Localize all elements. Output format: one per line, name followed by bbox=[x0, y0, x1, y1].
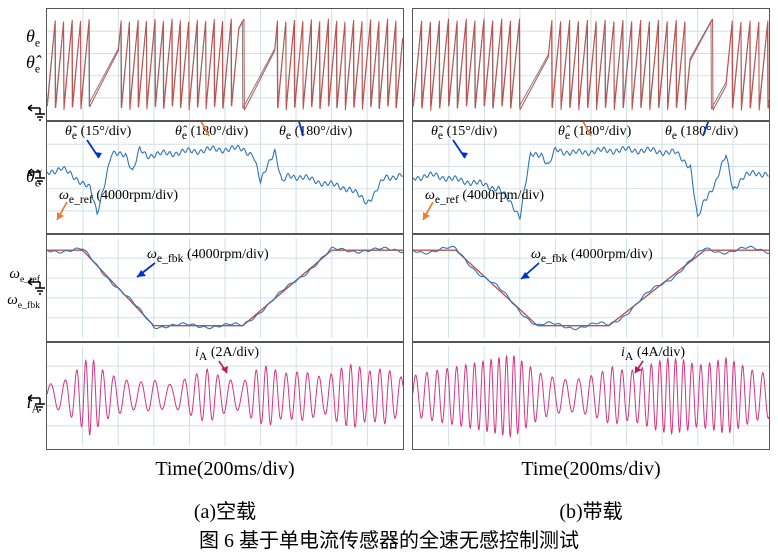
column-a: θ̃e (15°/div) θ̂e (180°/div) θe (180°/di… bbox=[46, 8, 404, 450]
panel-a-omega: ωe_fbk (4000rpm/div) bbox=[46, 234, 404, 342]
chart-area: θ̃e (15°/div) θ̂e (180°/div) θe (180°/di… bbox=[46, 8, 770, 450]
ann-iA-b: iA (4A/div) bbox=[621, 345, 685, 363]
ann-theta-tilde-b: θ̃e (15°/div) bbox=[431, 124, 497, 142]
ground-symbol-1 bbox=[28, 104, 46, 127]
ann-iA-a: iA (2A/div) bbox=[195, 345, 259, 363]
ylabel-theta-hat: θ̂e bbox=[0, 52, 40, 76]
panel-b-omega: ωe_fbk (4000rpm/div) bbox=[412, 234, 770, 342]
ground-symbol-4 bbox=[28, 394, 46, 417]
xlabel-b: Time(200ms/div) bbox=[412, 458, 770, 481]
panel-a-current: iA (2A/div) bbox=[46, 342, 404, 450]
subcaption-a: (a)空载 bbox=[46, 495, 404, 524]
ann-theta-real-b: θe (180°/div) bbox=[665, 124, 738, 142]
ground-symbol-2 bbox=[28, 168, 46, 191]
ground-symbol-3 bbox=[28, 278, 46, 301]
ann-omega-ref-b: ωe_ref (4000rpm/div) bbox=[425, 188, 544, 206]
figure-caption: 图 6 基于单电流传感器的全速无感控制测试 bbox=[0, 524, 778, 553]
ann-theta-real-a: θe (180°/div) bbox=[279, 124, 352, 142]
panel-b-current: iA (4A/div) bbox=[412, 342, 770, 450]
ann-theta-hat-a: θ̂e (180°/div) bbox=[175, 124, 248, 142]
panel-a-theta bbox=[46, 8, 404, 121]
panel-b-theta-err: θ̃e (15°/div) θ̂e (180°/div) θe (180°/di… bbox=[412, 121, 770, 234]
y-axis-labels: θe θ̂e θ̃e ωe_ref ωe_fbk iA bbox=[0, 8, 44, 450]
ann-omega-fbk-a: ωe_fbk (4000rpm/div) bbox=[147, 247, 269, 265]
panel-b-theta bbox=[412, 8, 770, 121]
ann-theta-tilde-a: θ̃e (15°/div) bbox=[65, 124, 131, 142]
ann-theta-hat-b: θ̂e (180°/div) bbox=[558, 124, 631, 142]
subcaption-b: (b)带载 bbox=[412, 495, 770, 524]
ann-omega-ref-a: ωe_ref (4000rpm/div) bbox=[59, 188, 178, 206]
panel-a-theta-err: θ̃e (15°/div) θ̂e (180°/div) θe (180°/di… bbox=[46, 121, 404, 234]
xlabel-a: Time(200ms/div) bbox=[46, 458, 404, 481]
x-labels-row: Time(200ms/div) (a)空载 Time(200ms/div) (b… bbox=[46, 454, 770, 524]
ann-omega-fbk-b: ωe_fbk (4000rpm/div) bbox=[531, 247, 653, 265]
ylabel-theta: θe bbox=[0, 26, 40, 50]
column-b: θ̃e (15°/div) θ̂e (180°/div) θe (180°/di… bbox=[412, 8, 770, 450]
